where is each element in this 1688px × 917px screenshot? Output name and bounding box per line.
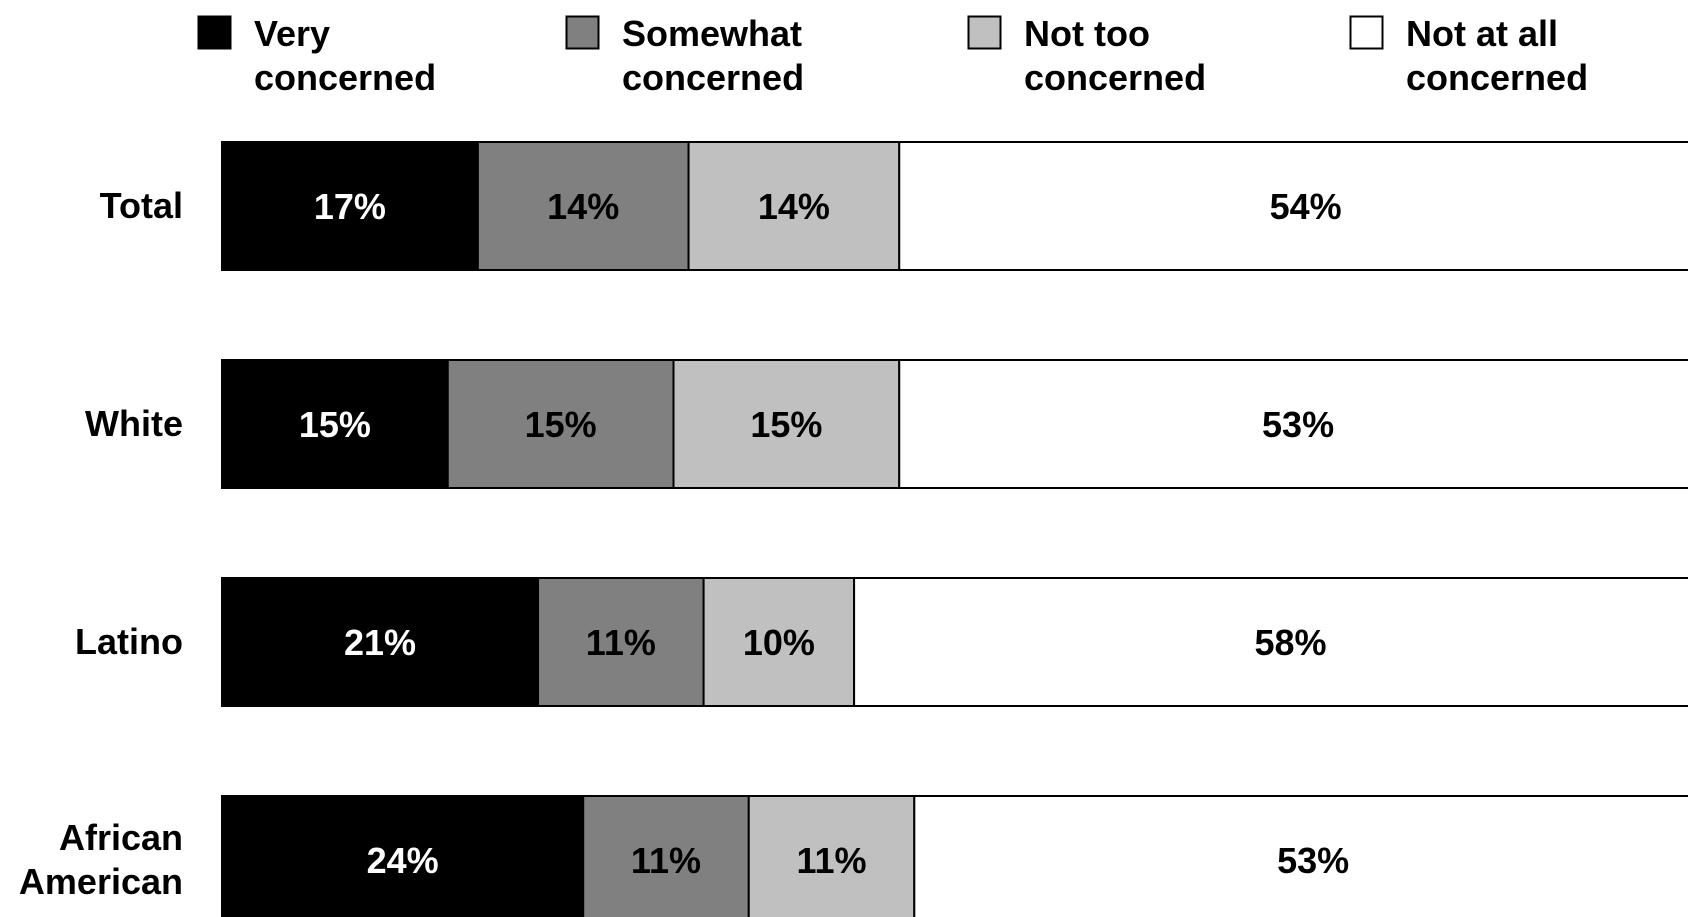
bar-segment-very-concerned — [221, 577, 540, 707]
category-label-african-american: American — [19, 861, 183, 902]
legend-swatch-very-concerned — [197, 15, 232, 50]
category-label-african-american: African — [59, 817, 183, 858]
data-label-somewhat-concerned: 14% — [547, 186, 619, 227]
legend-swatch-somewhat-concerned — [565, 15, 600, 50]
legend-swatch-not-too-concerned — [967, 15, 1002, 50]
bar-segment-not-too-concerned — [672, 359, 901, 489]
bar-row-total: 17% 14% 14% 54% — [221, 141, 1688, 271]
data-label-not-too-concerned: 10% — [743, 622, 815, 663]
data-label-very-concerned: 24% — [367, 840, 439, 881]
bar-segment-not-too-concerned — [687, 141, 901, 271]
data-label-somewhat-concerned: 11% — [631, 840, 701, 881]
bar-segment-not-at-all-concerned — [913, 795, 1688, 917]
data-label-very-concerned: 21% — [344, 622, 416, 663]
bar-segment-not-too-concerned — [702, 577, 856, 707]
data-label-not-too-concerned: 14% — [758, 186, 830, 227]
bar-segment-very-concerned — [221, 141, 479, 271]
bar-row-latino: 21% 11% 10% 58% — [221, 577, 1688, 707]
data-label-not-at-all-concerned: 58% — [1255, 622, 1327, 663]
legend-swatch-not-at-all-concerned — [1349, 15, 1384, 50]
bar-row-white: 15% 15% 15% 53% — [221, 359, 1688, 489]
bar-segment-not-too-concerned — [747, 795, 916, 917]
bar-row-african-american: 24% 11% 11% 53% — [221, 795, 1688, 917]
data-label-not-at-all-concerned: 53% — [1262, 404, 1334, 445]
category-label-latino: Latino — [75, 621, 183, 662]
legend-label: concerned — [1024, 57, 1206, 98]
bar-segment-very-concerned — [221, 795, 585, 917]
bar-segment-not-at-all-concerned — [898, 359, 1688, 489]
data-label-somewhat-concerned: 11% — [586, 622, 656, 663]
legend-label: concerned — [622, 57, 804, 98]
legend-label: Not too — [1024, 13, 1150, 54]
legend-label: Very — [254, 13, 330, 54]
data-label-very-concerned: 15% — [299, 404, 371, 445]
legend-label: concerned — [1406, 57, 1588, 98]
legend-label: Not at all — [1406, 13, 1558, 54]
bars: 17% 14% 14% 54% 15% 15% 15% 53% 21% 11% 10% 58% 24% 1… — [221, 141, 1688, 917]
data-label-somewhat-concerned: 15% — [525, 404, 597, 445]
legend-label: concerned — [254, 57, 436, 98]
data-label-very-concerned: 17% — [314, 186, 386, 227]
data-label-not-too-concerned: 15% — [750, 404, 822, 445]
bar-segment-somewhat-concerned — [537, 577, 705, 707]
bar-segment-not-at-all-concerned — [898, 141, 1688, 271]
bar-segment-very-concerned — [221, 359, 449, 489]
data-label-not-at-all-concerned: 54% — [1270, 186, 1342, 227]
legend-label: Somewhat — [622, 13, 802, 54]
bar-segment-somewhat-concerned — [476, 141, 690, 271]
bar-segment-somewhat-concerned — [446, 359, 675, 489]
category-label-white: White — [85, 403, 183, 444]
data-label-not-at-all-concerned: 53% — [1277, 840, 1349, 881]
bar-segment-somewhat-concerned — [582, 795, 750, 917]
category-label-total: Total — [100, 185, 183, 226]
bar-segment-not-at-all-concerned — [853, 577, 1688, 707]
data-label-not-too-concerned: 11% — [796, 840, 866, 881]
